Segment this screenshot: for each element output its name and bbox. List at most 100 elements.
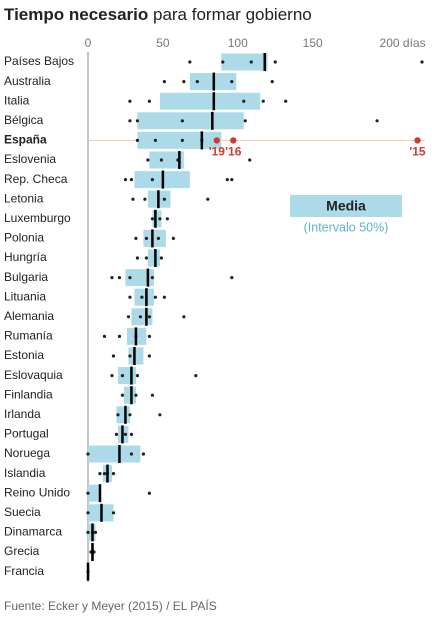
point <box>158 413 162 417</box>
category-label: Dinamarca <box>4 525 62 539</box>
point <box>128 354 132 358</box>
range-box <box>221 53 268 71</box>
annotation-point <box>213 137 221 144</box>
category-label: Estonia <box>4 348 44 362</box>
point <box>159 158 163 162</box>
range-box <box>137 112 244 130</box>
point <box>144 256 149 260</box>
x-tick-label: 150 <box>303 36 323 50</box>
category-label: Hungría <box>4 250 47 264</box>
point <box>144 236 149 240</box>
point <box>147 99 152 103</box>
category-label: Luxemburgo <box>4 211 71 225</box>
point <box>270 80 274 84</box>
point <box>141 452 146 456</box>
annotation-label: '15 <box>409 145 426 159</box>
point <box>150 178 155 182</box>
range-box <box>134 288 154 306</box>
point <box>180 138 184 142</box>
point <box>120 374 125 378</box>
point <box>131 197 135 201</box>
point <box>129 178 134 182</box>
point <box>102 334 107 338</box>
legend-box <box>290 195 402 217</box>
point <box>126 315 131 319</box>
point <box>147 334 152 338</box>
point <box>146 158 150 162</box>
point <box>128 413 132 417</box>
range-box <box>143 229 166 247</box>
x-tick-label: 0 <box>85 36 92 50</box>
range-box <box>128 347 144 365</box>
point <box>116 413 120 417</box>
point <box>93 530 98 535</box>
category-label: Rep. Checa <box>4 172 68 186</box>
point <box>147 491 152 495</box>
point <box>128 276 132 280</box>
point <box>114 432 119 436</box>
point <box>111 472 116 476</box>
point <box>123 432 128 436</box>
point <box>147 354 152 358</box>
category-label: Suecia <box>4 505 41 519</box>
point <box>195 80 199 84</box>
point <box>230 276 234 280</box>
category-label: Portugal <box>4 427 49 441</box>
point <box>147 315 152 319</box>
point <box>261 99 265 103</box>
point <box>194 374 198 378</box>
chart-subtitle: para formar gobierno <box>153 5 312 24</box>
point <box>86 511 90 515</box>
point <box>120 393 125 397</box>
point <box>86 452 90 456</box>
point <box>182 315 186 319</box>
point <box>150 276 155 280</box>
range-box <box>88 445 141 463</box>
category-label: Reino Unido <box>4 485 70 499</box>
legend-title: Media <box>326 198 366 214</box>
category-label: Bélgica <box>4 113 44 127</box>
point <box>171 236 175 240</box>
x-tick-label: 200 días <box>380 36 426 50</box>
category-label: España <box>4 133 47 147</box>
category-label: Islandia <box>4 466 46 480</box>
point <box>162 295 166 299</box>
point <box>140 295 144 299</box>
point <box>117 276 122 280</box>
annotation-point <box>230 137 237 144</box>
point <box>249 60 253 64</box>
category-label: Letonia <box>4 191 44 205</box>
point <box>102 472 107 476</box>
point <box>135 119 140 123</box>
point <box>150 217 155 221</box>
point <box>162 197 166 201</box>
chart-title-group: Tiempo necesario para formar gobierno <box>4 5 312 24</box>
point <box>129 432 134 436</box>
point <box>134 236 138 240</box>
point <box>150 393 155 397</box>
point <box>128 295 132 299</box>
point <box>135 138 140 142</box>
point <box>111 511 116 515</box>
point <box>165 217 169 221</box>
point <box>111 354 116 358</box>
category-label: Alemania <box>4 309 54 323</box>
category-label: Noruega <box>4 446 50 460</box>
point <box>110 374 114 378</box>
point <box>134 393 138 397</box>
point <box>86 491 90 495</box>
point <box>159 256 163 260</box>
point <box>117 334 122 338</box>
point <box>206 197 210 201</box>
category-label: Eslovaquia <box>4 368 63 382</box>
range-box <box>88 484 100 502</box>
range-box <box>149 151 184 169</box>
point <box>284 99 288 103</box>
point <box>156 236 160 240</box>
category-label: Francia <box>4 564 44 578</box>
category-label: Grecia <box>4 544 40 558</box>
point <box>180 119 184 123</box>
point <box>153 138 157 142</box>
range-box <box>147 249 160 267</box>
